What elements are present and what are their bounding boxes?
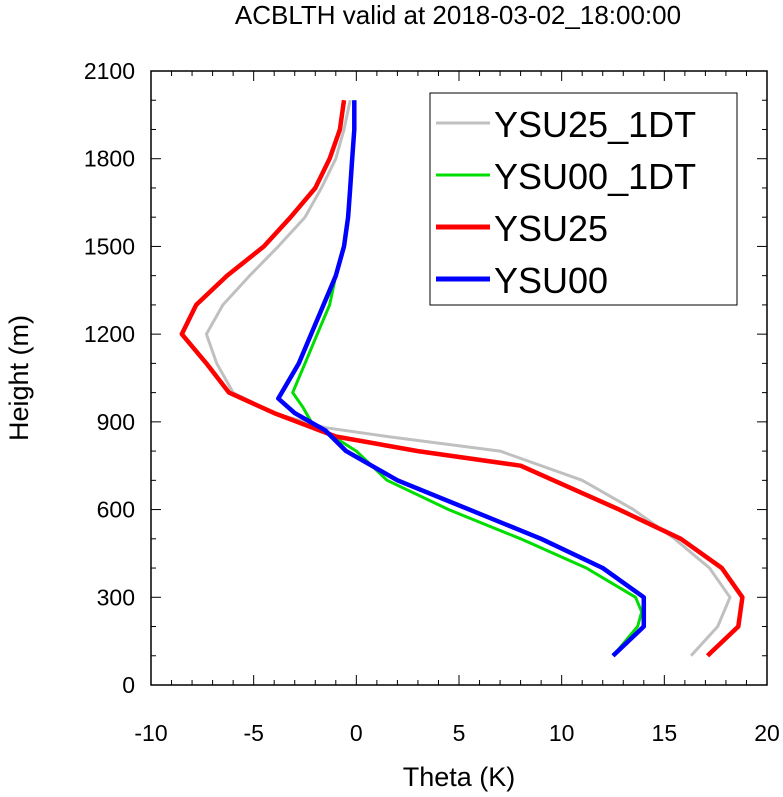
series-line (276, 100, 647, 658)
series-lines (179, 99, 745, 658)
legend: YSU25_1DT YSU00_1DT YSU25 YSU00 (429, 92, 738, 306)
x-tick-label: -5 (243, 720, 263, 746)
x-tick-label: 20 (754, 720, 780, 746)
x-tick-label: -10 (134, 720, 167, 746)
y-tick-label: 600 (97, 497, 135, 523)
y-tick-label: 300 (97, 584, 135, 610)
axis-ticks (150, 70, 768, 686)
x-tick-label: 15 (652, 720, 678, 746)
y-tick-label: 1800 (84, 146, 135, 172)
y-tick-labels: 0 300 600 900 1200 1500 1800 2100 (84, 58, 135, 698)
legend-box (429, 92, 738, 306)
series-line (179, 99, 745, 658)
y-tick-label: 0 (122, 672, 135, 698)
x-tick-label: 0 (350, 720, 363, 746)
x-tick-label: 10 (549, 720, 575, 746)
legend-label: YSU00_1DT (494, 156, 696, 197)
y-tick-label: 900 (97, 409, 135, 435)
x-tick-label: 5 (453, 720, 466, 746)
x-tick-labels: -10 -5 0 5 10 15 20 (134, 720, 779, 746)
y-axis-label: Height (m) (4, 315, 34, 441)
y-tick-label: 1200 (84, 321, 135, 347)
legend-label: YSU25_1DT (494, 104, 696, 145)
legend-items: YSU25_1DT YSU00_1DT YSU25 YSU00 (436, 104, 696, 301)
legend-label: YSU25 (494, 208, 608, 249)
y-tick-label: 2100 (84, 58, 135, 84)
legend-label: YSU00 (494, 260, 608, 301)
chart-title: ACBLTH valid at 2018-03-02_18:00:00 (235, 0, 681, 30)
x-axis-label: Theta (K) (403, 762, 516, 792)
y-tick-label: 1500 (84, 233, 135, 259)
